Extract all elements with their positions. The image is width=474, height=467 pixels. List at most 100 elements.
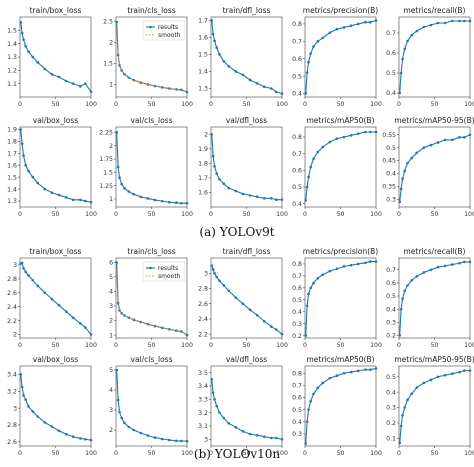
- y-tick-label: 2.8: [7, 276, 17, 283]
- y-tick-label: 3.3: [198, 397, 208, 404]
- data-point: [436, 375, 440, 379]
- y-tick-label: 3.4: [7, 372, 17, 379]
- data-point: [27, 50, 30, 53]
- x-tick-label: 100: [370, 101, 382, 108]
- data-point: [24, 270, 27, 274]
- series-smooth-line: [116, 29, 188, 93]
- data-point: [43, 291, 47, 295]
- plot-frame: [304, 257, 377, 339]
- y-tick-label: 2: [109, 427, 113, 434]
- y-tick-label: 0.35: [382, 184, 396, 191]
- x-tick-label: 50: [148, 211, 156, 218]
- data-point: [116, 165, 120, 169]
- y-tick-label: 0.7: [292, 273, 302, 280]
- data-point: [443, 21, 447, 25]
- y-tick-label: 3.2: [198, 410, 208, 417]
- y-tick-label: 3: [204, 437, 208, 444]
- y-tick-label: 1.9: [7, 127, 17, 134]
- y-tick-label: 1.6: [7, 162, 17, 169]
- data-point: [227, 186, 231, 190]
- y-tick-label: 0.5: [386, 145, 396, 152]
- x-tick-label: 50: [52, 450, 60, 457]
- y-tick-label: 1.6: [198, 190, 208, 197]
- data-point: [180, 439, 183, 443]
- data-point: [422, 25, 426, 29]
- data-point: [335, 267, 339, 271]
- legend-results-label: results: [158, 265, 178, 272]
- data-point: [309, 399, 312, 403]
- data-point: [248, 432, 252, 436]
- y-tick-label: 1.5: [103, 61, 113, 68]
- panel-title: val/dfl_loss: [226, 355, 267, 364]
- data-point: [50, 191, 54, 194]
- x-tick-label: 100: [464, 101, 474, 108]
- panel-a4: metrics/precision(B) 0.4 0.5 0.6 0.7 0.8 0 50 10…: [292, 6, 382, 108]
- series-results-line: [305, 19, 377, 94]
- data-point: [312, 157, 315, 160]
- data-point: [248, 308, 252, 312]
- data-point: [64, 196, 68, 199]
- y-tick-label: 1.1: [7, 81, 17, 88]
- plot-frame: [19, 365, 92, 447]
- panel-b8: val/dfl_loss 3 3.1 3.2 3.3 3.4 3.5 0 50 100: [198, 355, 288, 457]
- data-point: [116, 398, 120, 402]
- y-tick-label: 4: [109, 289, 113, 296]
- data-point: [410, 156, 414, 160]
- data-point: [79, 85, 82, 88]
- data-point: [57, 429, 61, 433]
- y-tick-label: 0.45: [382, 158, 396, 165]
- data-point: [215, 172, 218, 175]
- data-point: [436, 265, 440, 269]
- data-point: [120, 416, 123, 420]
- data-point: [403, 47, 406, 51]
- data-point: [180, 330, 183, 333]
- panel-b6: val/box_loss 2.6 2.8 3 3.2 3.4 0 50 100: [7, 355, 97, 457]
- data-point: [403, 289, 406, 293]
- data-point: [215, 404, 218, 408]
- series-results-line: [116, 369, 188, 442]
- x-tick-label: 100: [181, 101, 193, 108]
- y-tick-label: 1.7: [198, 175, 208, 182]
- data-point: [215, 46, 218, 49]
- data-point: [374, 367, 378, 370]
- data-point: [270, 196, 273, 200]
- data-point: [342, 26, 346, 29]
- data-point: [210, 378, 214, 381]
- data-point: [321, 36, 325, 40]
- data-point: [139, 195, 143, 199]
- y-tick-label: 0.7: [292, 151, 302, 158]
- y-tick-label: 3.2: [7, 388, 17, 395]
- data-point: [304, 334, 308, 337]
- data-point: [241, 302, 245, 306]
- data-point: [399, 187, 403, 191]
- panel-a6: val/box_loss 1.3 1.4 1.5 1.6 1.7 1.8 1.9 0 50 100: [7, 116, 97, 218]
- data-point: [218, 279, 221, 283]
- x-tick-label: 50: [243, 342, 251, 349]
- panel-title: metrics/mAP50-95(B): [394, 116, 474, 125]
- panel-a8: val/dfl_loss 1.6 1.7 1.8 1.9 2 0 50 100: [198, 116, 288, 218]
- data-point: [215, 275, 218, 279]
- data-point: [20, 261, 24, 265]
- data-point: [403, 406, 406, 409]
- panel-b1: train/box_loss 2 2.2 2.4 2.6 2.8 3 0 50 100: [7, 247, 97, 349]
- data-point: [36, 284, 40, 288]
- data-point: [304, 92, 308, 95]
- legend-results-label: results: [158, 24, 178, 31]
- data-point: [50, 297, 54, 301]
- panel-title: val/cls_loss: [131, 355, 173, 364]
- caption-yolov9t: (a) YOLOv9t: [199, 225, 275, 239]
- data-point: [19, 373, 23, 376]
- data-point: [468, 133, 472, 137]
- y-tick-label: 1.5: [103, 170, 113, 177]
- data-point: [22, 154, 25, 157]
- data-point: [262, 435, 266, 438]
- series-results-line: [20, 374, 92, 441]
- y-tick-label: 2.6: [198, 301, 208, 308]
- data-point: [36, 415, 40, 418]
- data-point: [22, 38, 25, 41]
- data-point: [321, 145, 325, 149]
- panel-title: metrics/mAP50-95(B): [394, 355, 474, 364]
- data-point: [280, 332, 284, 336]
- y-tick-label: 2: [13, 332, 17, 339]
- x-tick-label: 0: [209, 101, 213, 108]
